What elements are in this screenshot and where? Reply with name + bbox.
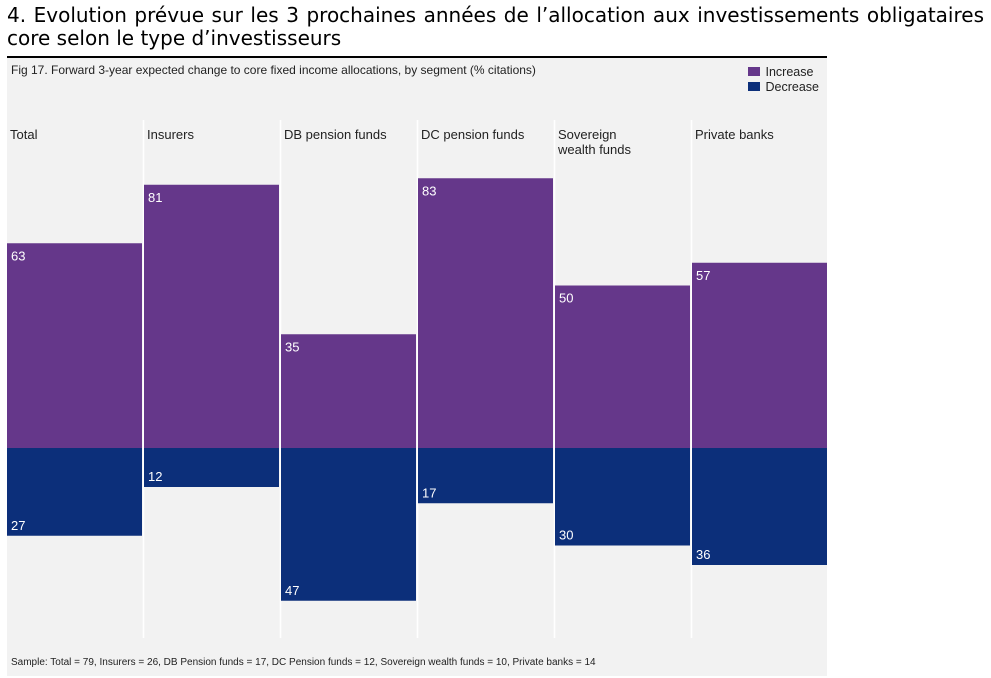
chart-title: Fig 17. Forward 3-year expected change t… bbox=[11, 63, 536, 77]
category-label-line: DB pension funds bbox=[284, 127, 387, 142]
data-label-increase: 83 bbox=[422, 183, 436, 198]
category-label: DC pension funds bbox=[421, 127, 525, 142]
legend-item-increase: Increase bbox=[747, 64, 820, 79]
legend-label-decrease: Decrease bbox=[765, 79, 820, 94]
data-label-increase: 50 bbox=[559, 291, 573, 306]
data-label-decrease: 27 bbox=[11, 518, 25, 533]
bar-decrease bbox=[418, 448, 553, 504]
heading-rule bbox=[7, 56, 827, 58]
category-label-line: Sovereign bbox=[558, 127, 617, 142]
bar-decrease bbox=[555, 448, 690, 546]
page-heading: 4. Evolution prévue sur les 3 prochaines… bbox=[7, 3, 984, 50]
data-label-increase: 81 bbox=[148, 190, 162, 205]
bar-increase bbox=[144, 184, 279, 448]
chart-legend: Increase Decrease bbox=[747, 64, 820, 94]
chart-figure: Fig 17. Forward 3-year expected change t… bbox=[7, 58, 827, 676]
bar-decrease bbox=[144, 448, 279, 487]
data-label-decrease: 30 bbox=[559, 528, 573, 543]
category-label: DB pension funds bbox=[284, 127, 387, 142]
data-label-decrease: 12 bbox=[148, 469, 162, 484]
category-label-line: Total bbox=[10, 127, 38, 142]
legend-item-decrease: Decrease bbox=[747, 79, 820, 94]
bar-decrease bbox=[281, 448, 416, 601]
category-label-line: wealth funds bbox=[557, 142, 631, 157]
data-label-decrease: 17 bbox=[422, 485, 436, 500]
sample-footnote: Sample: Total = 79, Insurers = 26, DB Pe… bbox=[11, 657, 596, 668]
bar-decrease bbox=[692, 448, 827, 565]
legend-swatch-decrease bbox=[747, 82, 760, 91]
bar-increase bbox=[7, 243, 142, 448]
category-label: Private banks bbox=[695, 127, 774, 142]
data-label-increase: 63 bbox=[11, 248, 25, 263]
category-label-line: Private banks bbox=[695, 127, 774, 142]
bar-increase bbox=[281, 334, 416, 448]
legend-label-increase: Increase bbox=[765, 64, 814, 79]
bar-increase bbox=[692, 262, 827, 448]
data-label-increase: 57 bbox=[696, 268, 710, 283]
category-label-line: Insurers bbox=[147, 127, 194, 142]
bar-decrease bbox=[7, 448, 142, 536]
category-label: Sovereign wealth funds bbox=[557, 127, 631, 157]
data-label-decrease: 47 bbox=[285, 583, 299, 598]
bar-increase bbox=[418, 178, 553, 448]
category-label: Insurers bbox=[147, 127, 194, 142]
bar-chart: Total 63 27 Insurers 81 12 DB pension funds 35 4… bbox=[7, 120, 827, 638]
legend-swatch-increase bbox=[747, 67, 760, 76]
category-label-line: DC pension funds bbox=[421, 127, 525, 142]
data-label-decrease: 36 bbox=[696, 547, 710, 562]
category-label: Total bbox=[10, 127, 38, 142]
bar-increase bbox=[555, 285, 690, 448]
data-label-increase: 35 bbox=[285, 339, 299, 354]
